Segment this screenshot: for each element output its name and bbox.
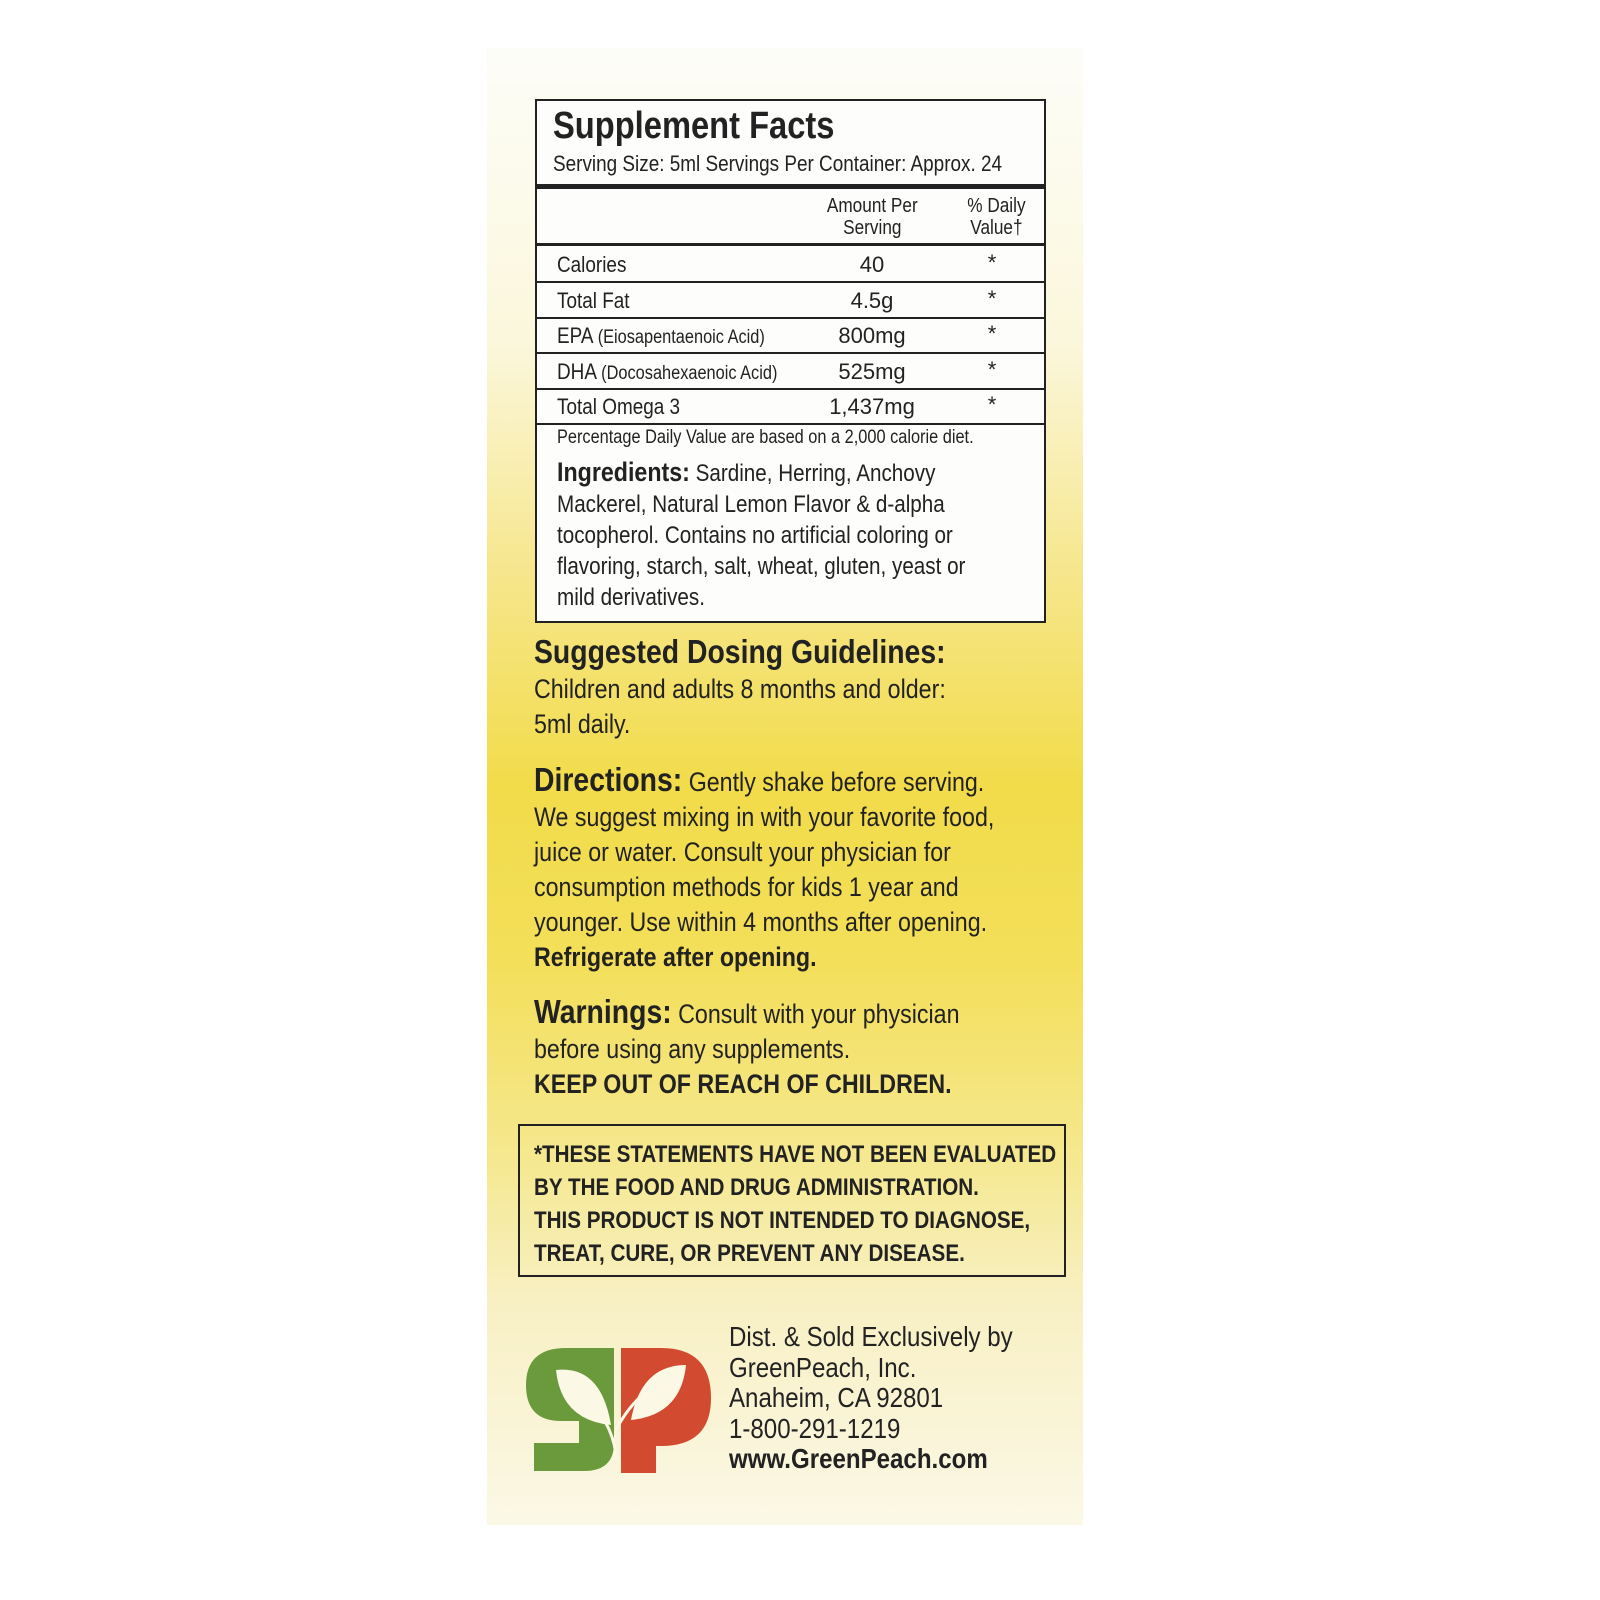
header-amount-line: Serving xyxy=(843,217,902,239)
disclaimer-line: *THESE STATEMENTS HAVE NOT BEEN EVALUATE… xyxy=(534,1141,1057,1168)
header-amount: Amount Per Serving xyxy=(825,195,920,239)
warnings-line: before using any supplements. xyxy=(534,1034,851,1064)
header-amount-line: Amount Per xyxy=(826,195,918,217)
header-dv: % Daily Value† xyxy=(962,195,1031,239)
nutrient-label: DHA xyxy=(557,358,596,384)
greenpeach-logo xyxy=(526,1348,711,1473)
directions-line: juice or water. Consult your physician f… xyxy=(534,837,951,867)
stem xyxy=(564,1373,677,1461)
dosing-line: 5ml daily. xyxy=(534,709,631,739)
facts-title: Supplement Facts xyxy=(553,105,835,147)
footnote: Percentage Daily Value are based on a 2,… xyxy=(557,427,974,448)
directions-line: We suggest mixing in with your favorite … xyxy=(534,802,995,832)
nutrient-label: Calories xyxy=(557,252,627,277)
nutrient-dv: * xyxy=(987,285,997,311)
distributor-line: Dist. & Sold Exclusively by xyxy=(729,1321,1013,1352)
warnings-heading: Warnings: xyxy=(534,993,672,1030)
nutrient-row: DHA (Docosahexaenoic Acid) 525mg * xyxy=(537,353,1044,390)
ingredients-line: Mackerel, Natural Lemon Flavor & d-alpha xyxy=(557,491,945,518)
refrigerate-note: Refrigerate after opening. xyxy=(534,942,817,972)
distributor-line: Anaheim, CA 92801 xyxy=(729,1382,944,1413)
warnings-line: Consult with your physician xyxy=(671,999,960,1029)
nutrient-dv: * xyxy=(987,321,997,346)
nutrient-name: Total Fat xyxy=(557,288,630,314)
ingredients: Ingredients: Sardine, Herring, Anchovy M… xyxy=(557,457,965,613)
nutrient-amount: 1,437mg xyxy=(829,394,915,419)
nutrient-name: DHA (Docosahexaenoic Acid) xyxy=(557,359,777,385)
nutrient-label: EPA xyxy=(557,323,593,348)
nutrient-subtitle: (Docosahexaenoic Acid) xyxy=(601,362,778,384)
nutrient-amount: 800mg xyxy=(838,323,906,348)
header-dv-line: Value† xyxy=(970,217,1023,239)
nutrient-name: EPA (Eiosapentaenoic Acid) xyxy=(557,323,765,349)
nutrient-row: EPA (Eiosapentaenoic Acid) 800mg * xyxy=(537,317,1044,354)
nutrient-amount: 40 xyxy=(859,252,885,277)
nutrient-amount: 4.5g xyxy=(850,287,894,313)
warnings-section: Warnings: Consult with your physician be… xyxy=(534,994,959,1102)
facts-rows: Calories 40 * Total Fat 4.5g * EPA (Eiosapen… xyxy=(537,246,1044,426)
nutrient-row: Total Omega 3 1,437mg * xyxy=(537,388,1044,425)
dosing-line: Children and adults 8 months and older: xyxy=(534,674,946,704)
ingredients-label: Ingredients: xyxy=(557,457,690,487)
nutrient-row: Calories 40 * xyxy=(537,246,1044,283)
nutrient-label: Total Fat xyxy=(557,287,630,313)
supplement-facts-table: Supplement Facts Serving Size: 5ml Servi… xyxy=(535,99,1046,623)
ingredients-line: mild derivatives. xyxy=(557,584,705,611)
fda-disclaimer: *THESE STATEMENTS HAVE NOT BEEN EVALUATE… xyxy=(534,1138,1056,1270)
dosing-section: Suggested Dosing Guidelines: Children an… xyxy=(534,634,946,742)
ingredients-line: tocopherol. Contains no artificial color… xyxy=(557,522,953,549)
disclaimer-line: THIS PRODUCT IS NOT INTENDED TO DIAGNOSE… xyxy=(534,1207,1031,1234)
logo-p xyxy=(621,1348,711,1473)
disclaimer-line: BY THE FOOD AND DRUG ADMINISTRATION. xyxy=(534,1174,979,1201)
nutrient-name: Calories xyxy=(557,252,626,278)
ingredients-line: Sardine, Herring, Anchovy xyxy=(689,460,936,487)
header-rule xyxy=(537,243,1044,246)
nutrient-label: Total Omega 3 xyxy=(557,394,681,419)
serving-info: Serving Size: 5ml Servings Per Container… xyxy=(553,151,1003,176)
website-link[interactable]: www.GreenPeach.com xyxy=(729,1443,988,1474)
header-dv-line: % Daily xyxy=(967,195,1026,217)
nutrient-dv: * xyxy=(987,392,997,417)
logo-g xyxy=(526,1348,614,1471)
nutrient-dv: * xyxy=(987,250,997,275)
directions-line: younger. Use within 4 months after openi… xyxy=(534,907,988,937)
nutrient-amount: 525mg xyxy=(838,358,906,384)
directions-line: consumption methods for kids 1 year and xyxy=(534,872,959,902)
disclaimer-line: TREAT, CURE, OR PREVENT ANY DISEASE. xyxy=(534,1240,965,1267)
nutrient-row: Total Fat 4.5g * xyxy=(537,282,1044,319)
distributor-info: Dist. & Sold Exclusively by GreenPeach, … xyxy=(729,1321,1013,1475)
fda-disclaimer-box: *THESE STATEMENTS HAVE NOT BEEN EVALUATE… xyxy=(518,1124,1066,1277)
distributor-line: 1-800-291-1219 xyxy=(729,1412,901,1444)
ingredients-line: flavoring, starch, salt, wheat, gluten, … xyxy=(557,553,966,580)
leaf-icon xyxy=(631,1365,686,1420)
nutrient-dv: * xyxy=(987,356,997,382)
distributor-line: GreenPeach, Inc. xyxy=(729,1351,917,1383)
nutrient-subtitle: (Eiosapentaenoic Acid) xyxy=(597,327,765,348)
directions-heading: Directions: xyxy=(534,761,683,798)
directions-section: Directions: Gently shake before serving.… xyxy=(534,762,994,975)
keep-out-of-reach: KEEP OUT OF REACH OF CHILDREN. xyxy=(534,1069,952,1099)
thick-rule xyxy=(537,184,1044,189)
nutrient-name: Total Omega 3 xyxy=(557,394,680,420)
dosing-heading: Suggested Dosing Guidelines: xyxy=(534,633,946,670)
directions-line: Gently shake before serving. xyxy=(682,767,985,797)
